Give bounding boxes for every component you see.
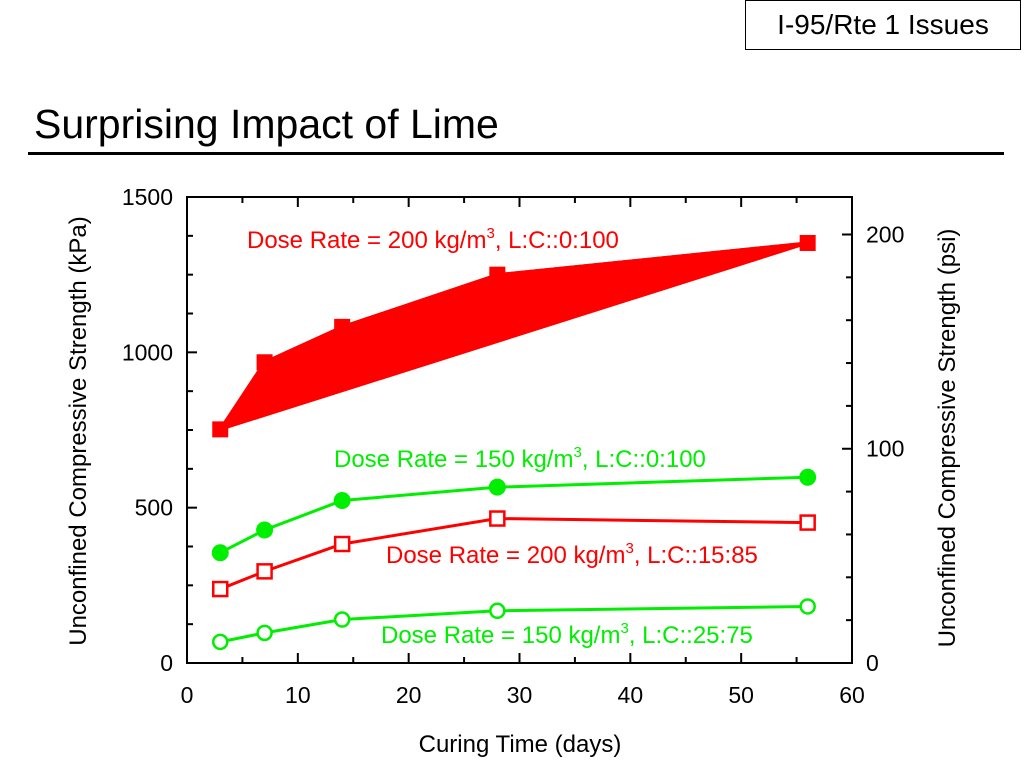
- series-label-dose150_lime100: Dose Rate = 150 kg/m3, L:C::0:100: [334, 444, 706, 473]
- data-point: [256, 354, 273, 371]
- series-label-main: Dose Rate = 150 kg/m: [381, 622, 620, 649]
- y2-tick-label: 0: [866, 650, 879, 676]
- series-label-dose200_lime100: Dose Rate = 200 kg/m3, L:C::0:100: [247, 225, 619, 254]
- series-label-dose200_lime15: Dose Rate = 200 kg/m3, L:C::15:85: [386, 540, 758, 569]
- series-label-tail: , L:C::0:100: [495, 227, 619, 254]
- data-point: [333, 535, 351, 553]
- series-dose200_lime100: [212, 234, 816, 438]
- x-tick-label: 10: [285, 682, 311, 708]
- title-divider: [28, 152, 1004, 155]
- data-point: [212, 421, 229, 438]
- data-point: [489, 266, 506, 283]
- x-tick-label: 40: [618, 682, 644, 708]
- series-label-sup: 3: [625, 540, 633, 557]
- x-tick-label: 50: [728, 682, 754, 708]
- x-tick-label: 30: [507, 682, 533, 708]
- series-label-sup: 3: [620, 620, 628, 637]
- data-point: [256, 521, 274, 539]
- series-label-sup: 3: [486, 225, 494, 242]
- series-dose200_lime15: [212, 510, 816, 598]
- data-point: [799, 514, 816, 531]
- series-label-main: Dose Rate = 150 kg/m: [334, 446, 573, 473]
- data-point: [333, 492, 351, 510]
- data-point: [212, 633, 229, 651]
- y2-tick-label: 100: [866, 436, 904, 462]
- data-point: [256, 563, 273, 580]
- series-layer: [211, 234, 817, 651]
- data-point: [334, 318, 351, 335]
- y2-tick-label: 200: [866, 221, 904, 247]
- series-label-tail: , L:C::25:75: [629, 622, 753, 649]
- y-axis-title: Unconfined Compressive Strength (kPa): [65, 216, 92, 646]
- y-tick-label: 1000: [122, 339, 173, 365]
- y-tick-label: 1500: [122, 184, 173, 210]
- y-tick-label: 500: [135, 495, 173, 521]
- data-point: [799, 234, 816, 251]
- series-label-tail: , L:C::15:85: [634, 542, 758, 569]
- x-tick-label: 0: [181, 682, 194, 708]
- data-point: [211, 544, 229, 562]
- data-point: [799, 468, 817, 486]
- x-tick-label: 20: [396, 682, 422, 708]
- plot-frame: [186, 196, 853, 664]
- data-point: [333, 611, 351, 628]
- x-axis-title: Curing Time (days): [419, 731, 622, 758]
- data-point: [212, 580, 229, 598]
- series-label-tail: , L:C::0:100: [582, 446, 706, 473]
- series-label-sup: 3: [573, 444, 581, 461]
- data-point: [488, 478, 506, 496]
- data-point: [799, 598, 816, 615]
- series-filled-area: [218, 241, 810, 431]
- slide-tag: I-95/Rte 1 Issues: [745, 0, 1021, 50]
- x-tick-label: 60: [839, 682, 865, 708]
- slide-title: Surprising Impact of Lime: [34, 101, 499, 147]
- data-point: [489, 510, 506, 527]
- series-label-main: Dose Rate = 200 kg/m: [386, 542, 625, 569]
- series-dose150_lime100: [211, 468, 817, 562]
- series-label-main: Dose Rate = 200 kg/m: [247, 227, 486, 254]
- y2-axis-title: Unconfined Compressive Strength (psi): [934, 229, 961, 648]
- y-tick-label: 0: [160, 650, 173, 676]
- series-dose150_lime25: [212, 598, 816, 651]
- data-point: [489, 602, 506, 620]
- series-label-dose150_lime25: Dose Rate = 150 kg/m3, L:C::25:75: [381, 620, 753, 649]
- data-point: [256, 624, 273, 642]
